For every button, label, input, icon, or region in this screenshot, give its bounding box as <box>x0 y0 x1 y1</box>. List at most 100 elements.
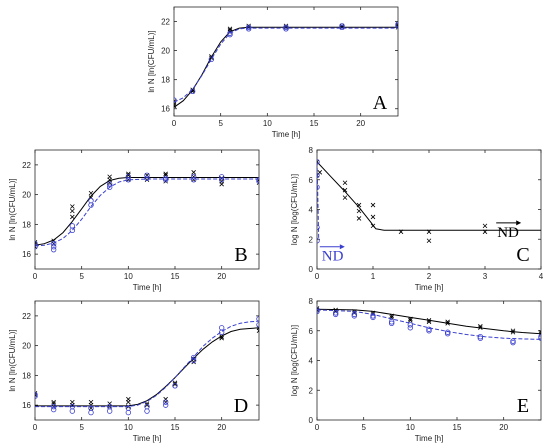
y-tick-label: 0 <box>309 265 314 274</box>
data-point-x <box>482 229 488 235</box>
data-point-x <box>163 171 168 177</box>
data-point-circle <box>256 177 259 183</box>
data-point-circle <box>227 30 233 36</box>
data-point-circle <box>125 174 132 180</box>
data-point-x <box>339 23 345 29</box>
data-point-x <box>395 23 398 29</box>
y-tick-label: 18 <box>22 371 31 380</box>
data-point-circle <box>50 403 57 410</box>
panel-b: 0 5 10 15 20 16 18 20 22 Time [h] ln N [ln(CFU/mL)… <box>8 149 260 292</box>
data-point-x <box>478 324 483 329</box>
data-point-circle <box>88 197 94 204</box>
x-tick-label: 0 <box>172 119 177 128</box>
fit-curve-black <box>35 327 259 407</box>
data-point-x <box>339 25 345 30</box>
x-tick-label: 10 <box>124 423 133 432</box>
data-point-x <box>445 321 450 326</box>
data-point-x <box>478 325 483 331</box>
data-point-x <box>35 392 38 397</box>
y-tick-label: 20 <box>22 191 31 200</box>
fit-curve-blue <box>317 161 320 240</box>
y-axis-label: ln N [ln(CFU/mL)] <box>147 30 156 92</box>
y-tick-label: 6 <box>309 327 314 336</box>
data-point-x <box>342 187 348 193</box>
data-point-circle <box>125 177 132 183</box>
x-axis-label: Time [h] <box>133 434 162 443</box>
plot-frame-c <box>316 149 542 270</box>
data-point-x <box>482 223 488 229</box>
y-tick-label: 22 <box>22 161 31 170</box>
data-point-x <box>510 328 516 334</box>
y-tick-label: 2 <box>309 235 314 244</box>
data-point-circle <box>444 331 451 337</box>
fit-curve-blue <box>317 309 541 340</box>
x-axis-label: Time [h] <box>133 283 162 292</box>
x-tick-label: 4 <box>539 272 544 281</box>
y-axis-label: log N [log(CFU/mL)] <box>290 325 299 396</box>
data-point-x <box>256 328 259 334</box>
data-point-circle <box>162 175 169 181</box>
data-point-x <box>190 87 195 93</box>
plot-area-d <box>35 316 259 416</box>
data-point-circle <box>426 326 432 332</box>
data-point-circle <box>69 408 76 414</box>
data-point-x <box>70 208 75 214</box>
x-tick-label: 15 <box>453 423 462 432</box>
data-point-circle <box>510 339 516 346</box>
y-axis-label: ln N [ln(CFU/mL)] <box>8 329 17 391</box>
plot-area-a <box>174 21 398 109</box>
x-tick-label: 10 <box>406 423 415 432</box>
x-tick-label: 15 <box>171 423 180 432</box>
data-point-circle <box>538 334 541 340</box>
data-point-circle <box>317 238 320 244</box>
data-point-circle <box>144 175 150 181</box>
data-point-circle <box>339 24 345 31</box>
data-point-x <box>342 180 348 186</box>
plot-area-b <box>35 170 259 253</box>
data-point-circle <box>256 178 259 184</box>
data-point-x <box>51 399 56 405</box>
data-point-circle <box>69 223 76 229</box>
x-tick-label: 0 <box>315 423 320 432</box>
data-point-circle <box>245 24 252 31</box>
data-point-circle <box>50 243 57 250</box>
data-point-circle <box>283 24 289 31</box>
nd-label-black: ND <box>497 225 519 241</box>
y-tick-label: 22 <box>22 312 31 321</box>
x-tick-label: 10 <box>124 272 133 281</box>
y-tick-label: 8 <box>309 146 314 155</box>
nd-label-blue: ND <box>322 249 344 265</box>
data-point-x <box>172 382 178 387</box>
y-tick-label: 16 <box>161 105 170 114</box>
data-point-circle <box>426 328 432 334</box>
y-tick-label: 0 <box>309 416 314 425</box>
data-point-circle <box>351 313 358 319</box>
data-point-x <box>219 334 224 339</box>
data-point-circle <box>218 325 225 331</box>
panel-letter-b: B <box>234 244 247 266</box>
data-point-circle <box>256 322 259 328</box>
data-point-x <box>88 190 94 196</box>
data-point-x <box>70 204 75 209</box>
panel-c: 0 1 2 3 4 0 2 4 6 8 Time [h] log N [log(CFU/mL)] ND N… <box>290 146 544 292</box>
data-point-circle <box>35 392 38 398</box>
panel-letter-d: D <box>234 395 248 417</box>
data-point-circle <box>106 408 113 414</box>
data-point-circle <box>317 159 320 165</box>
fit-curve-black <box>174 26 398 108</box>
x-tick-label: 3 <box>483 272 488 281</box>
y-tick-label: 6 <box>309 176 314 185</box>
panel-e: 0 5 10 15 20 0 2 4 6 8 Time [h] log N [log(CFU/mL)]… <box>290 297 542 443</box>
data-point-circle <box>144 172 150 178</box>
data-point-x <box>389 313 394 319</box>
y-tick-label: 20 <box>161 47 170 56</box>
plot-frame-a <box>173 6 399 117</box>
x-tick-label: 5 <box>361 423 366 432</box>
data-point-x <box>126 396 131 402</box>
data-point-circle <box>317 172 320 178</box>
data-point-circle <box>370 314 376 321</box>
data-point-circle <box>218 177 225 183</box>
data-point-circle <box>189 88 196 94</box>
x-tick-label: 15 <box>310 119 319 128</box>
x-axis-label: Time [h] <box>415 283 444 292</box>
